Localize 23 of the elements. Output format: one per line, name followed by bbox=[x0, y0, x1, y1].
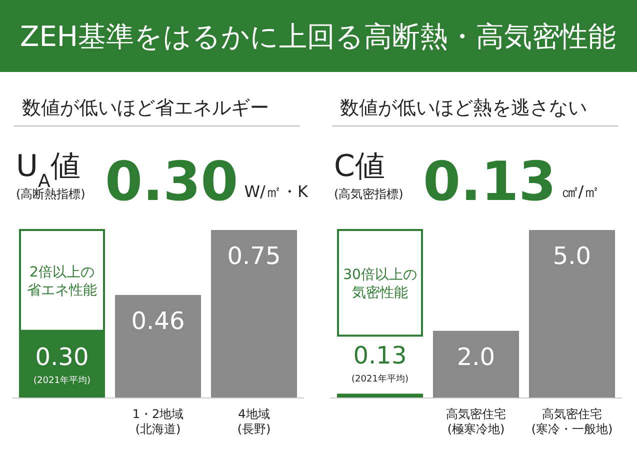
x-tick-label: 1・2地域 (北海道) bbox=[132, 407, 184, 436]
annotation: 2倍以上の省エネ性能 bbox=[27, 264, 97, 298]
text: 0.30 bbox=[105, 150, 238, 213]
data-label: 0.13 bbox=[353, 342, 407, 370]
chart-title: 数値が低いほど省エネルギー bbox=[22, 97, 269, 119]
text: W/㎡・K bbox=[244, 182, 308, 201]
data-label: 0.30 bbox=[35, 342, 89, 371]
x-tick-label: 4地域 (長野) bbox=[237, 407, 271, 436]
text: 0.13 bbox=[423, 150, 556, 213]
text: (高気密指標) bbox=[334, 187, 404, 201]
text: C値 bbox=[334, 149, 385, 184]
annotation: (2021年平均) bbox=[34, 374, 90, 386]
annotation: (2021年平均) bbox=[352, 374, 408, 385]
data-label: 5.0 bbox=[552, 242, 592, 270]
chart-title: 数値が低いほど熱を逃さない bbox=[340, 97, 587, 119]
x-tick-label: 高気密住宅 (極寒冷地) bbox=[446, 407, 506, 436]
data-label: 2.0 bbox=[456, 342, 496, 371]
x-tick-label: 高気密住宅 (寒冷・一般地) bbox=[531, 407, 613, 436]
text: ㎠/㎡ bbox=[562, 182, 600, 201]
annotation: 30倍以上の気密性能 bbox=[343, 266, 417, 301]
text: ZEH基準をはるかに上回る高断熱・高気密性能 bbox=[20, 20, 616, 53]
data-label: 0.46 bbox=[131, 306, 185, 335]
data-label: 0.75 bbox=[227, 242, 281, 270]
